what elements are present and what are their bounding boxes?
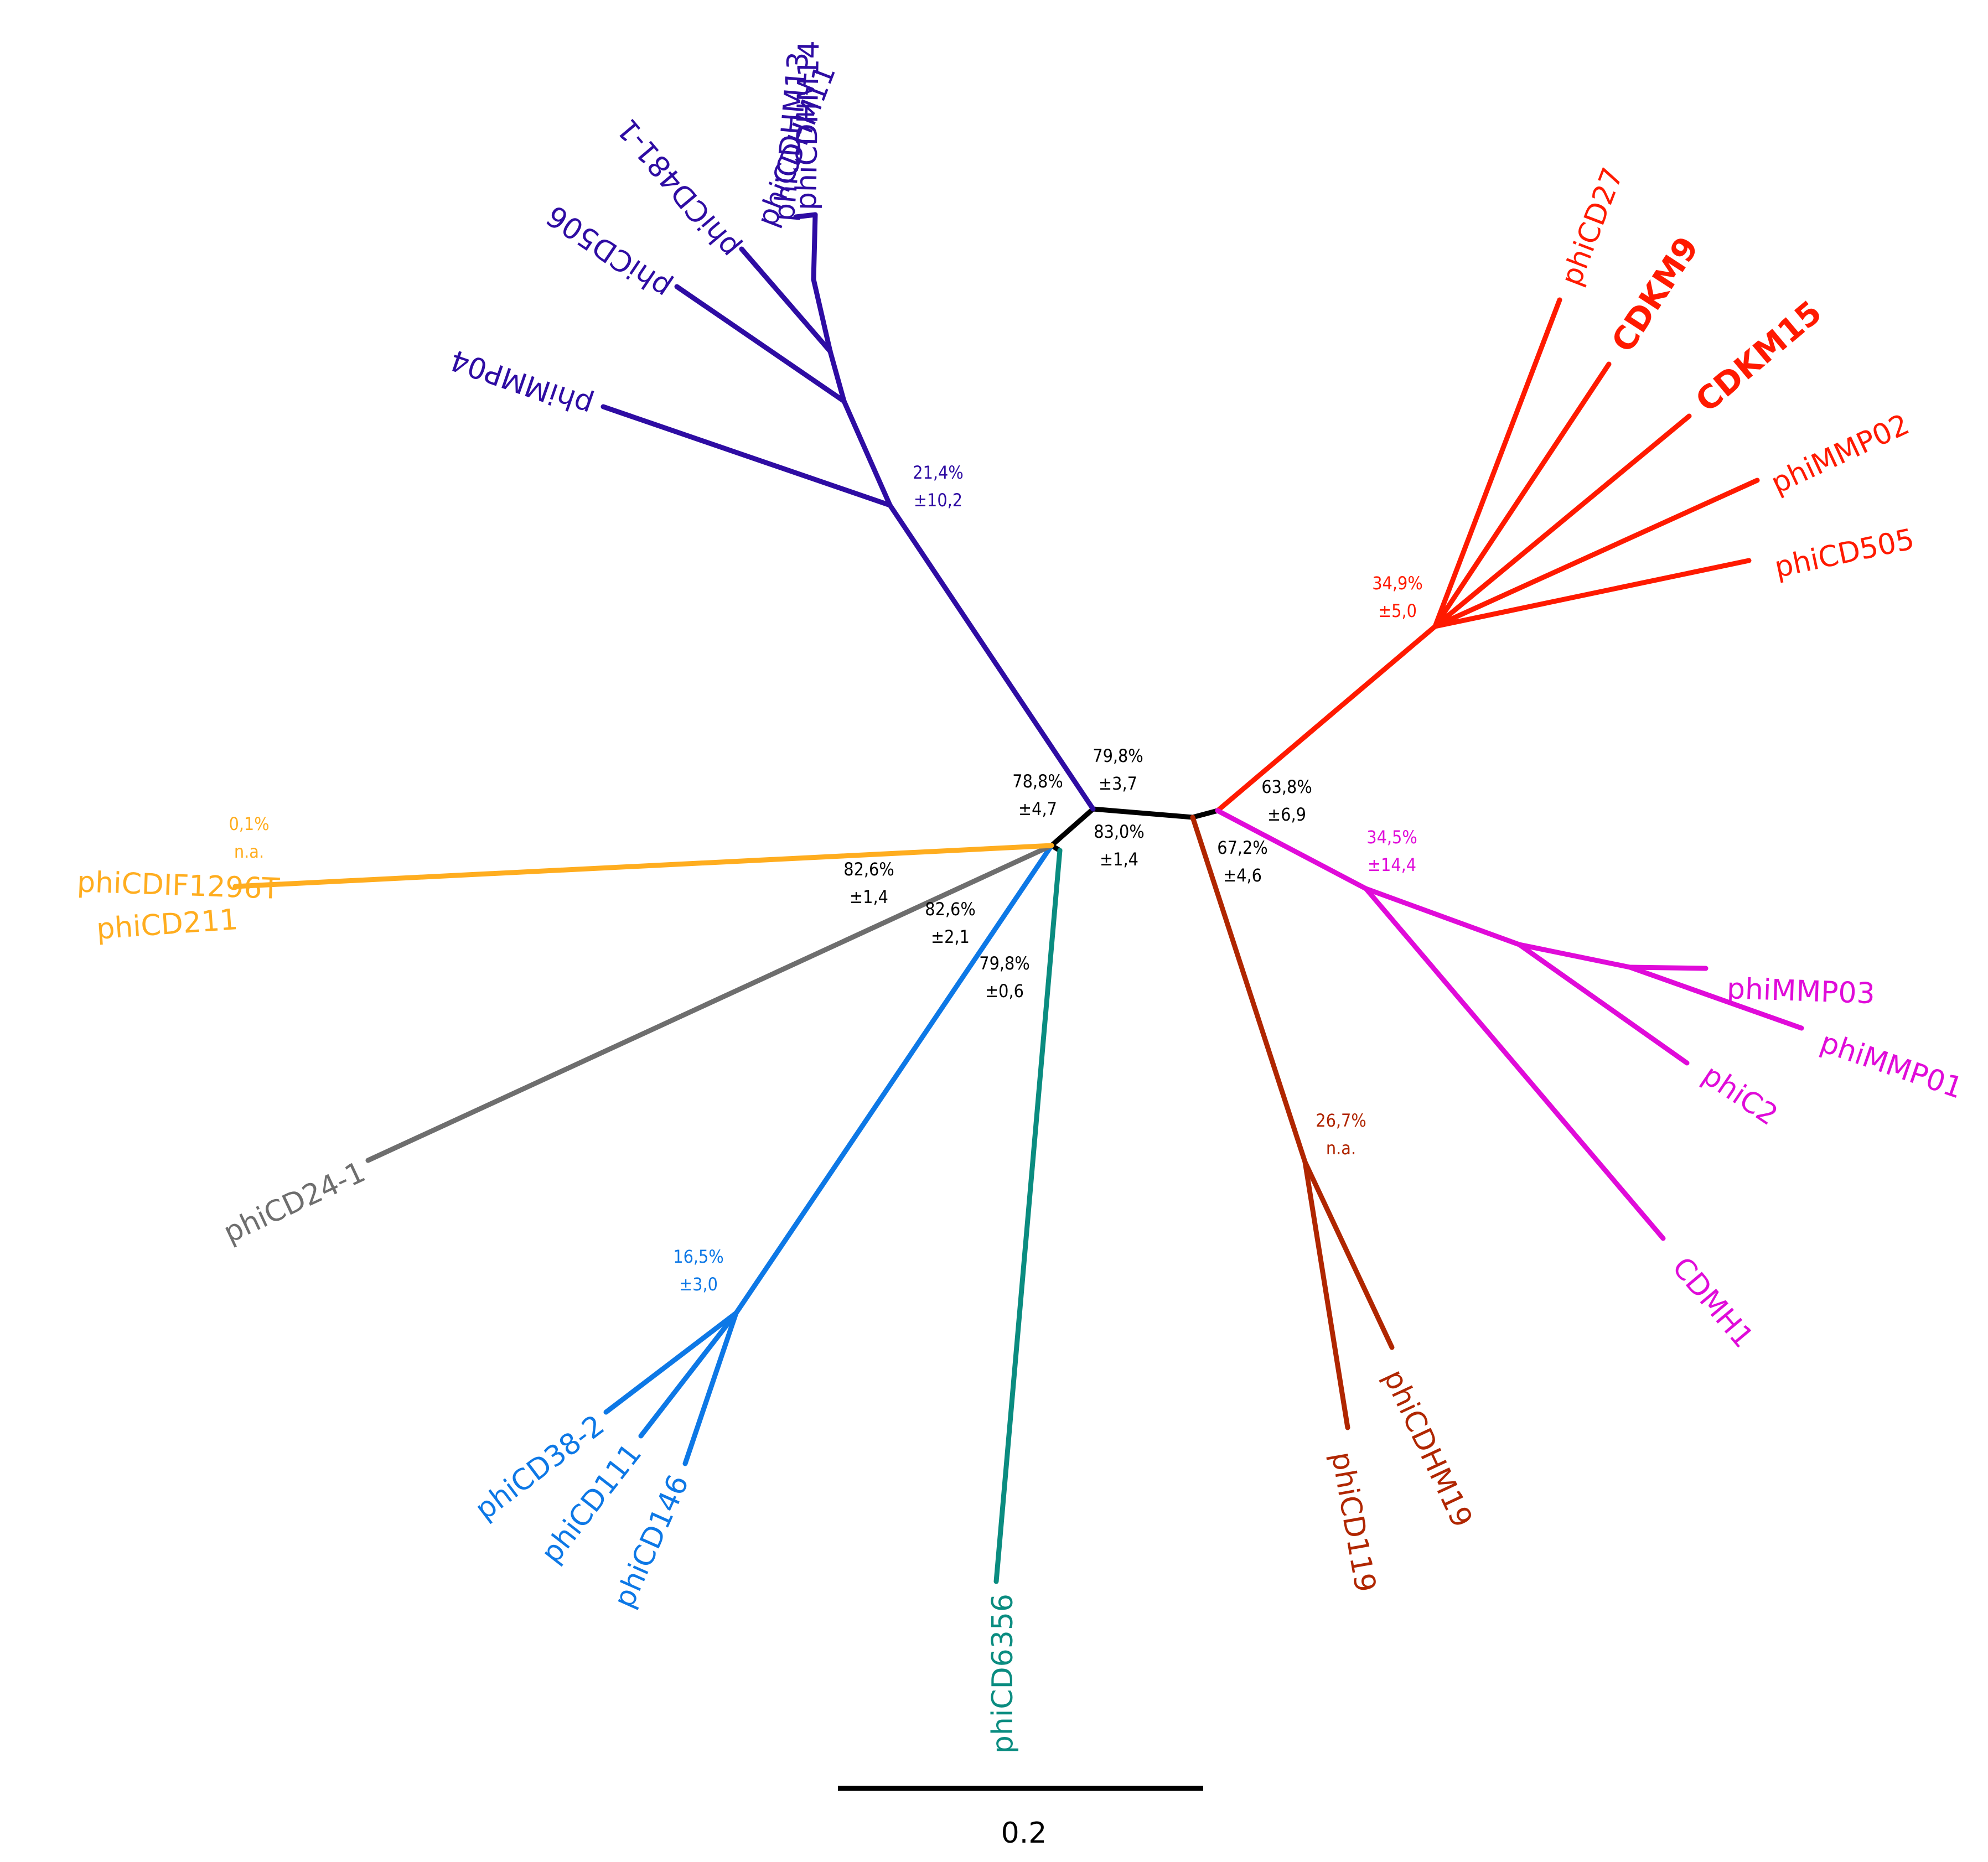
scale-bar-label: 0.2 (1001, 1817, 1047, 1850)
branch-purple (841, 398, 893, 508)
support-value-core-82-6-b-identity: 82,6% (925, 899, 975, 920)
support-value-core-83-0-deviation: ±1,4 (1100, 849, 1138, 870)
support-value-core-78-8-deviation: ±4,7 (1018, 798, 1057, 820)
leaf-branch-phiCDIF1296T (232, 843, 1054, 889)
leaf-branch-phiMMP02 (1432, 478, 1760, 629)
support-value-core-78-8-identity: 78,8% (1012, 771, 1063, 792)
support-value-core-82-6-b-deviation: ±2,1 (931, 926, 970, 947)
leaf-label-phiCDHM14: phiCDHM14 (790, 40, 826, 211)
leaf-branch-phiCD6356 (993, 848, 1063, 1584)
backbone-branch (1090, 806, 1195, 820)
support-value-purple-identity: 21,4% (913, 462, 963, 483)
leaf-label-CDKM9: CDKM9 (1604, 230, 1706, 359)
leaf-label-CDMH1: CDMH1 (1665, 1251, 1759, 1355)
support-value-core-82-6-a-deviation: ±1,4 (850, 886, 888, 907)
leaf-label-phiMMP04: phiMMP04 (446, 343, 597, 422)
leaf-branch-phiCD481-1 (739, 246, 833, 354)
support-value-core-82-6-a-identity: 82,6% (843, 859, 894, 880)
support-value-magenta-identity: 34,5% (1366, 827, 1417, 848)
leaf-branch-phiCD24-1 (365, 843, 1054, 1163)
branch-purple (811, 212, 818, 282)
leaf-label-phiCD506: phiCD506 (541, 198, 677, 305)
leaf-label-phiCDHM19: phiCDHM19 (1377, 1365, 1479, 1533)
leaf-branch-phiCDHM19 (1302, 1159, 1395, 1350)
support-value-core-79-8-b-deviation: ±0,6 (985, 981, 1024, 1002)
branch-purple (827, 349, 847, 404)
support-value-red-identity: 34,9% (1372, 573, 1422, 594)
support-value-core-83-0-identity: 83,0% (1094, 821, 1144, 842)
leaf-branch-phiCD506 (674, 284, 847, 404)
backbone-branch (1049, 806, 1096, 848)
branch-brown-stem (1190, 815, 1308, 1165)
leaf-branch-phiCD27 (1432, 297, 1562, 629)
support-value-core-79-8-a-deviation: ±3,7 (1099, 773, 1137, 794)
backbone-branch (1190, 808, 1220, 820)
branch-blue-stem (733, 843, 1054, 1316)
leaf-branch-phiMMP01 (1627, 964, 1804, 1031)
support-value-red-deviation: ±5,0 (1378, 600, 1417, 621)
branch-magenta (1363, 886, 1522, 947)
leaf-branch-CDKM9 (1432, 361, 1612, 629)
support-value-blue-deviation: ±3,0 (679, 1274, 718, 1295)
leaf-branch-phiCD119 (1302, 1159, 1350, 1430)
leaf-label-phiCD119: phiCD119 (1324, 1449, 1382, 1595)
leaf-label-phiCD6356: phiCD6356 (986, 1594, 1019, 1754)
support-value-orange-deviation: n.a. (234, 841, 264, 862)
support-value-core-67-2-deviation: ±4,6 (1223, 865, 1262, 886)
leaf-labels: phiCDHM14phiCDHM13phiCDHM11phiCD481-1phi… (76, 40, 1967, 1754)
support-value-magenta-deviation: ±14,4 (1368, 854, 1416, 875)
leaf-label-phiCD481-1: phiCD481-1 (611, 112, 746, 264)
leaf-label-phiCD505: phiCD505 (1772, 522, 1917, 584)
leaf-label-phiCD24-1: phiCD24-1 (219, 1155, 370, 1250)
leaf-label-phiMMP02: phiMMP02 (1766, 408, 1914, 501)
support-value-core-63-8-identity: 63,8% (1261, 776, 1312, 797)
leaf-label-phiMMP03: phiMMP03 (1726, 972, 1876, 1010)
support-value-brown-identity: 26,7% (1316, 1110, 1366, 1131)
branch-magenta-stem (1215, 808, 1369, 891)
support-value-brown-deviation: n.a. (1326, 1138, 1356, 1159)
support-value-core-63-8-deviation: ±6,9 (1267, 804, 1306, 825)
leaf-branch-phiMMP03 (1627, 964, 1709, 971)
leaf-label-phiCDIF1296T: phiCDIF1296T (76, 865, 280, 906)
branch-red-stem (1215, 624, 1438, 813)
leaf-branch-phiCD38-2 (603, 1310, 739, 1415)
support-value-core-67-2-identity: 67,2% (1217, 837, 1267, 858)
support-value-purple-deviation: ±10,2 (914, 490, 962, 511)
support-value-orange-identity: 0,1% (229, 813, 269, 834)
leaf-branch-phiCD111 (638, 1310, 739, 1439)
leaf-label-CDKM15: CDKM15 (1689, 293, 1829, 419)
branch-magenta (1516, 942, 1633, 970)
branch-purple-stem (887, 502, 1096, 812)
leaf-branch-CDMH1 (1363, 886, 1666, 1241)
leaf-branch-phiMMP04 (600, 404, 893, 508)
leaf-branch-phiC2 (1516, 942, 1690, 1066)
tree-branches (232, 212, 1804, 1584)
leaf-branch-CDKM15 (1432, 413, 1692, 629)
branch-purple (811, 277, 833, 354)
leaf-label-phiC2: phiC2 (1696, 1059, 1784, 1133)
leaf-branch-phiCD505 (1432, 558, 1752, 629)
leaf-branch-phiCD146 (682, 1310, 739, 1466)
support-value-core-79-8-b-identity: 79,8% (979, 953, 1029, 974)
leaf-label-phiCD27: phiCD27 (1555, 163, 1630, 291)
leaf-label-phiCD211: phiCD211 (95, 903, 239, 946)
support-value-core-79-8-a-identity: 79,8% (1093, 745, 1143, 766)
branch-purple (793, 212, 818, 220)
scale-bar: 0.2 (838, 1786, 1203, 1850)
support-annotations: 21,4% ±10,2 34,9% ±5,0 34,5% ±14,4 26,7% n.a. 16… (229, 462, 1422, 1295)
leaf-label-phiMMP01: phiMMP01 (1816, 1026, 1967, 1106)
support-value-blue-identity: 16,5% (673, 1246, 723, 1267)
